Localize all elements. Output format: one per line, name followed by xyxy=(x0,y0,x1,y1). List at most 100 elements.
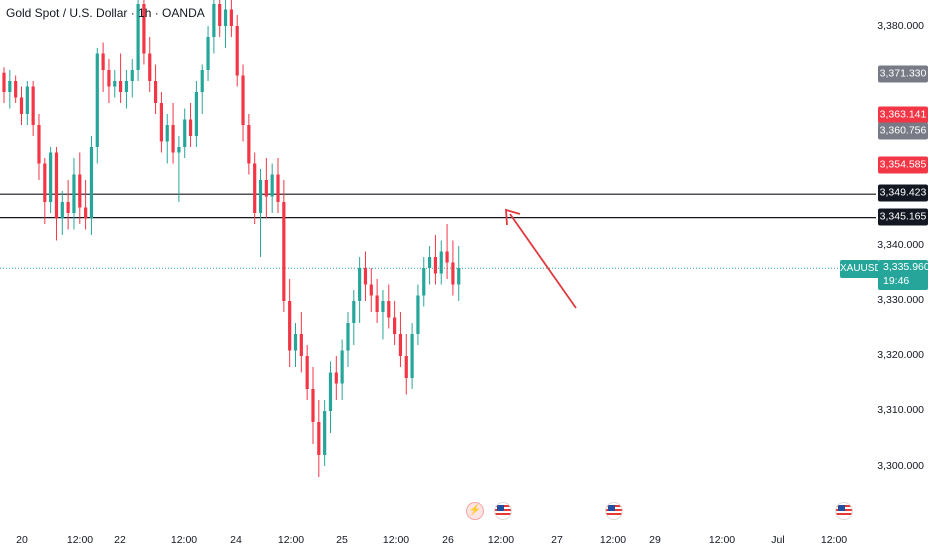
candle-body xyxy=(206,37,210,70)
time-label: 12:00 xyxy=(66,534,94,546)
candle-body xyxy=(352,301,356,323)
price-tag-open: 3,354.585 xyxy=(878,156,928,174)
candle-body xyxy=(43,163,47,202)
candle-body xyxy=(264,180,268,197)
candle-body xyxy=(375,295,379,312)
candle-body xyxy=(369,284,373,296)
candle-body xyxy=(427,257,432,268)
time-label: 12:00 xyxy=(487,534,515,546)
candle-body xyxy=(194,92,198,136)
candle-body xyxy=(113,81,117,87)
candle-body xyxy=(358,268,362,301)
last-price: 3,335.960 xyxy=(883,261,930,273)
candle-body xyxy=(89,147,94,219)
time-label: 26 xyxy=(442,534,454,546)
price-axis[interactable]: 3,380.000 3,340.000 3,330.000 3,320.000 … xyxy=(876,0,932,520)
candle-body xyxy=(8,81,12,92)
candle-body xyxy=(439,251,443,274)
time-label: 12:00 xyxy=(277,534,305,546)
time-label: 12:00 xyxy=(599,534,627,546)
candle-body xyxy=(445,251,449,263)
candle-body xyxy=(54,152,59,219)
time-label: 29 xyxy=(649,534,661,546)
candle-body xyxy=(387,301,391,318)
candle-body xyxy=(433,257,438,274)
price-tag-line-2: 3,345.165 xyxy=(878,208,928,226)
us-flag-icon[interactable] xyxy=(605,502,623,520)
price-tick: 3,330.000 xyxy=(877,294,924,306)
candle-body xyxy=(288,301,292,351)
candle-body xyxy=(270,174,274,197)
time-label: 12:00 xyxy=(708,534,736,546)
candle-body xyxy=(72,174,76,213)
time-label: 12:00 xyxy=(170,534,198,546)
candle-body xyxy=(317,422,321,455)
time-label: 22 xyxy=(114,534,126,546)
candle-body xyxy=(177,147,181,153)
candle-body xyxy=(165,125,169,142)
candle-body xyxy=(124,81,129,92)
time-label: 12:00 xyxy=(382,534,410,546)
candle-body xyxy=(159,103,164,142)
candle-body xyxy=(66,202,70,213)
flash-icon[interactable]: ⚡ xyxy=(466,502,484,520)
arrow-annotation xyxy=(509,213,577,309)
candle-body xyxy=(276,174,280,202)
candle-body xyxy=(212,4,216,37)
last-price-tag: 3,335.960 19:46 xyxy=(878,260,930,290)
candle-body xyxy=(31,86,35,125)
us-flag-icon[interactable] xyxy=(494,502,512,520)
candle-body xyxy=(247,125,251,164)
candle-body xyxy=(148,53,152,81)
symbol-tag: XAUUSD xyxy=(840,260,882,278)
price-tag-prev: 3,360.756 xyxy=(878,122,928,140)
time-label: 27 xyxy=(551,534,563,546)
time-label: 25 xyxy=(336,534,348,546)
candle-body xyxy=(305,356,309,389)
candle-body xyxy=(84,207,88,219)
candle-body xyxy=(14,81,18,98)
candle-body xyxy=(95,53,99,147)
candle-body xyxy=(130,70,134,81)
price-tick: 3,310.000 xyxy=(877,404,924,416)
bar-countdown: 19:46 xyxy=(883,275,910,287)
candle-body xyxy=(293,334,298,351)
arrow-head xyxy=(505,208,521,226)
candle-body xyxy=(323,411,327,455)
candle-body xyxy=(457,268,461,285)
candle-body xyxy=(223,9,228,26)
candle-body xyxy=(142,4,146,54)
candlestick-chart[interactable] xyxy=(0,0,876,520)
candle-body xyxy=(235,26,239,76)
candle-body xyxy=(78,174,82,208)
candle-body xyxy=(381,301,385,312)
candle-body xyxy=(19,97,24,114)
candle-body xyxy=(328,372,333,411)
candle-body xyxy=(136,4,140,70)
candle-body xyxy=(393,317,397,334)
candle-body xyxy=(451,262,455,285)
time-axis[interactable]: 20 12:00 22 12:00 24 12:00 25 12:00 26 1… xyxy=(0,520,876,550)
price-tick: 3,340.000 xyxy=(877,239,924,251)
us-flag-icon[interactable] xyxy=(835,502,853,520)
time-label: 12:00 xyxy=(820,534,848,546)
candle-body xyxy=(200,70,204,92)
candle-body xyxy=(153,81,158,103)
candle-body xyxy=(171,125,175,153)
candle-body xyxy=(299,334,303,356)
time-label: Jul xyxy=(771,534,785,546)
price-tag-line-1: 3,349.423 xyxy=(878,184,928,202)
candle-body xyxy=(253,163,257,213)
candle-body xyxy=(363,268,368,285)
price-tick: 3,320.000 xyxy=(877,349,924,361)
candle-body xyxy=(398,334,403,356)
candle-body xyxy=(346,323,350,351)
candle-body xyxy=(2,72,6,92)
candle-body xyxy=(101,53,105,70)
time-label: 20 xyxy=(16,534,28,546)
candle-body xyxy=(218,4,222,26)
candle-body xyxy=(119,81,123,92)
price-tag-high: 3,371.330 xyxy=(878,65,928,83)
candle-body xyxy=(410,334,414,378)
